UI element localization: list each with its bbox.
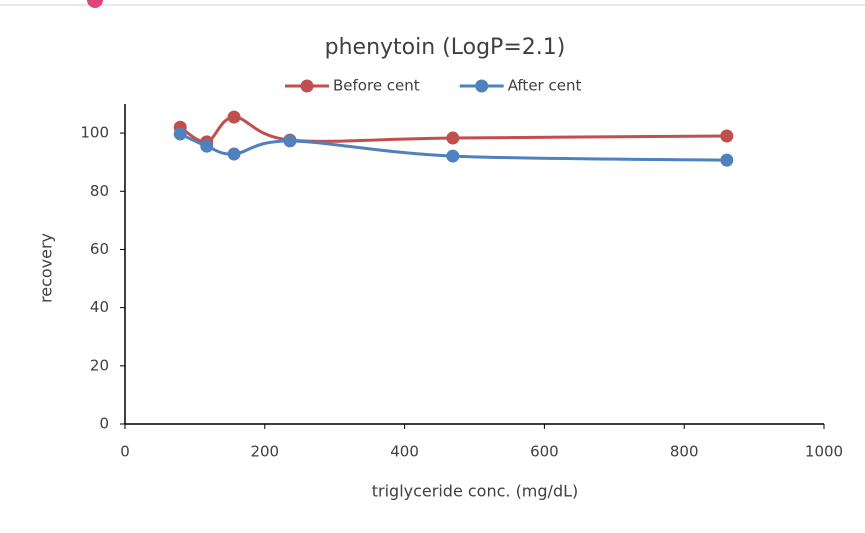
y-tick-label: 20 [90, 356, 109, 374]
chart-title: phenytoin (LogP=2.1) [325, 35, 566, 60]
y-axis-label: recovery [37, 233, 56, 303]
y-tick-label: 80 [90, 182, 109, 200]
x-axis-label: triglyceride conc. (mg/dL) [372, 482, 579, 501]
app-icon [87, 0, 103, 8]
y-tick-label: 60 [90, 240, 109, 258]
marker [173, 127, 187, 141]
legend-marker [475, 79, 489, 93]
y-tick-label: 100 [80, 124, 109, 142]
x-tick-label: 200 [250, 443, 279, 461]
legend-marker [300, 79, 314, 93]
marker [283, 134, 297, 148]
marker [227, 147, 241, 161]
legend-label: After cent [508, 77, 582, 95]
x-tick-label: 400 [390, 443, 419, 461]
marker [446, 149, 460, 163]
marker [720, 153, 734, 167]
x-tick-label: 1000 [805, 443, 843, 461]
marker [227, 110, 241, 124]
legend-label: Before cent [333, 77, 420, 95]
y-tick-label: 40 [90, 298, 109, 316]
y-tick-label: 0 [99, 415, 109, 433]
x-tick-label: 800 [670, 443, 699, 461]
x-tick-label: 600 [530, 443, 559, 461]
marker [720, 129, 734, 143]
marker [446, 131, 460, 145]
marker [200, 139, 214, 153]
x-tick-label: 0 [120, 443, 130, 461]
